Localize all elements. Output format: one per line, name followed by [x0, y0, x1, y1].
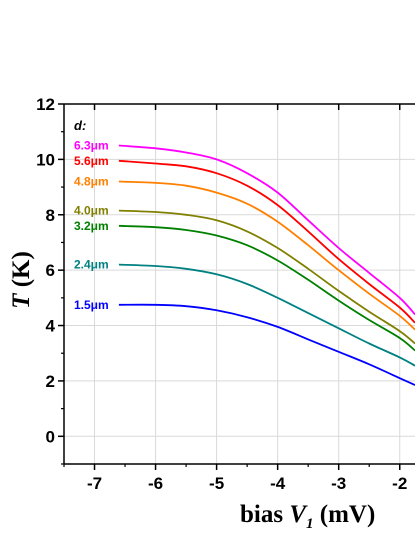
x-axis-variable: V — [289, 501, 308, 528]
y-tick-label: 8 — [46, 206, 55, 225]
series-line — [118, 209, 415, 345]
y-axis-variable: T — [8, 292, 35, 309]
series-label: 4.8μm — [74, 175, 109, 189]
series-label: 2.4μm — [74, 258, 109, 272]
x-axis-label: bias — [240, 501, 289, 528]
legend-title: d: — [74, 118, 86, 133]
series-line — [118, 303, 415, 386]
grid — [64, 103, 415, 464]
series-line — [118, 224, 415, 352]
x-axis-subscript: 1 — [306, 516, 314, 532]
series-line — [118, 180, 415, 331]
series-label: 6.3μm — [74, 139, 109, 153]
x-tick-label: -2 — [392, 474, 407, 493]
series-label: 5.6μm — [74, 154, 109, 168]
axes: -7 -6 -5 -4 -3 -2 0 2 4 6 8 10 12 — [36, 95, 415, 493]
x-tick-label: -3 — [331, 474, 346, 493]
x-axis-unit: (mV) — [314, 501, 376, 528]
x-tick-label: -5 — [209, 474, 224, 493]
series-lines — [118, 144, 415, 386]
x-tick-label: -7 — [87, 474, 102, 493]
series-label: 1.5μm — [74, 298, 109, 312]
y-tick-label: 2 — [46, 372, 55, 391]
y-tick-label: 10 — [36, 150, 55, 169]
series-line — [118, 144, 415, 316]
series-line — [118, 263, 415, 367]
series-line — [118, 159, 415, 324]
y-tick-label: 6 — [46, 261, 55, 280]
y-tick-label: 0 — [46, 427, 55, 446]
series-label: 4.0μm — [74, 204, 109, 218]
y-tick-label: 4 — [46, 317, 56, 336]
x-axis-title: bias V1 (mV) — [240, 501, 375, 532]
x-tick-label: -4 — [270, 474, 286, 493]
y-axis-title: T (K) — [8, 251, 35, 309]
y-axis-unit: (K) — [8, 251, 35, 293]
x-tick-label: -6 — [148, 474, 163, 493]
series-label: 3.2μm — [74, 219, 109, 233]
y-tick-label: 12 — [36, 95, 55, 114]
